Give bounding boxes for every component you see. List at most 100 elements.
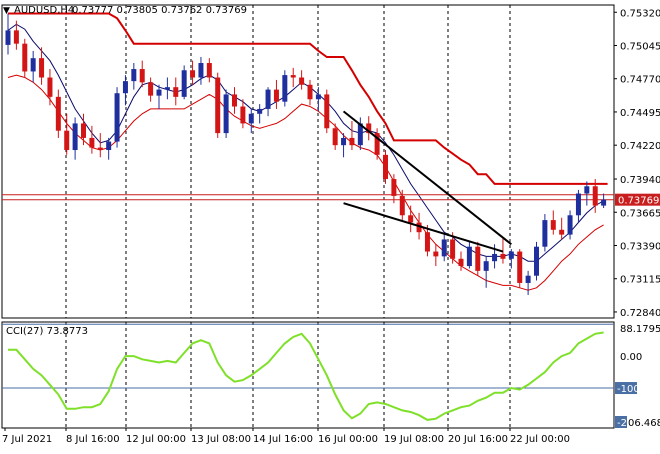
current-price-tag <box>615 193 660 206</box>
candle-bear <box>47 77 53 97</box>
cci-level-tag <box>615 382 637 395</box>
upper-band-line <box>8 12 608 185</box>
x-tick-label: 13 Jul 08:00 <box>191 434 251 445</box>
fast-ma-line <box>7 23 604 262</box>
candle-bear <box>232 94 237 107</box>
candle-bull <box>341 137 347 146</box>
current-price-label: 0.73769 <box>618 196 659 207</box>
candle-bull <box>122 81 128 94</box>
candle-bull <box>508 251 514 259</box>
candle-bull <box>483 261 489 271</box>
cci-label: CCI(27) 73.8773 <box>6 326 88 337</box>
candle-bear <box>399 195 405 216</box>
candle-bear <box>391 179 397 196</box>
candle-bear <box>64 130 70 151</box>
candle-bull <box>114 93 120 142</box>
x-tick-label: 14 Jul 16:00 <box>253 434 313 445</box>
candle-bull <box>257 108 263 114</box>
candle-bear <box>148 82 154 96</box>
candle-bear <box>349 137 355 146</box>
y-tick-label: 0.75320 <box>620 8 660 19</box>
y-tick-label: 0.74220 <box>620 141 660 152</box>
candle-bull <box>601 199 607 206</box>
x-axis: 7 Jul 2021 8 Jul 16:00 12 Jul 00:00 13 Jul … <box>2 428 570 445</box>
x-tick-label: 12 Jul 00:00 <box>126 434 186 445</box>
candle-bear <box>22 43 28 72</box>
x-tick-label: 8 Jul 16:00 <box>66 434 120 445</box>
candle-bull <box>466 246 472 267</box>
cci-tick-label: -100 <box>617 384 640 395</box>
y-tick-label: 0.75045 <box>620 41 660 52</box>
candle-bull <box>282 75 288 102</box>
candle-bear <box>39 58 45 78</box>
candle-bear <box>173 87 179 97</box>
cci-tick-label: 0.00 <box>620 352 642 363</box>
y-tick-label: 0.73115 <box>620 275 660 286</box>
candle-bull <box>198 63 204 78</box>
candle-bear <box>240 106 246 124</box>
candle-bull <box>575 193 581 216</box>
candle-bear <box>550 220 556 230</box>
candle-bull <box>265 89 271 109</box>
x-tick-label: 22 Jul 00:00 <box>510 434 570 445</box>
trendline <box>342 110 512 246</box>
candle-bull <box>542 220 548 247</box>
candle-bear <box>408 215 414 223</box>
candle-bull <box>525 275 531 283</box>
y-tick-label: 0.73665 <box>620 208 660 219</box>
candle-bull <box>164 87 170 90</box>
candle-bear <box>559 229 565 235</box>
candle-bear <box>55 96 61 131</box>
candle-bear <box>299 77 305 85</box>
y-tick-label: 0.73390 <box>620 241 660 252</box>
candle-bear <box>383 154 388 180</box>
candle-bear <box>433 251 439 257</box>
y-tick-label: 0.72840 <box>620 308 660 319</box>
candle-bear <box>332 128 338 146</box>
candle-bear <box>450 239 456 259</box>
candle-bear <box>190 70 196 78</box>
candle-bull <box>131 69 137 82</box>
header-symbol: AUDUSD,H4 <box>14 5 74 16</box>
candle-bull <box>181 70 187 97</box>
candle-bull <box>5 30 11 45</box>
x-tick-label: 19 Jul 08:00 <box>384 434 444 445</box>
candle-bear <box>475 246 481 271</box>
candle-bear <box>458 258 464 267</box>
cci-tick-label-cont: 06.4683 <box>628 418 660 429</box>
candle-bear <box>81 123 86 138</box>
slow-ma-line <box>7 74 604 291</box>
candle-bull <box>72 123 78 151</box>
candle-bear <box>215 77 221 134</box>
candle-bear <box>517 251 523 283</box>
trendline <box>343 202 504 253</box>
candle-bull <box>248 113 254 124</box>
candle-bear <box>366 123 372 134</box>
candle-bear <box>307 84 313 100</box>
x-tick-label: 20 Jul 16:00 <box>448 434 508 445</box>
candle-bull <box>357 123 363 146</box>
header-arrow: ▼ <box>3 6 10 16</box>
cci-panel: 88.1795 0.00 -100 -206.4683 <box>1 321 660 429</box>
candle-bull <box>567 215 573 235</box>
cci-tick-label: 88.1795 <box>620 324 660 335</box>
candle-bull <box>492 253 498 262</box>
y-tick-label: 0.73940 <box>620 175 660 186</box>
candle-bull <box>584 186 590 194</box>
candle-bull <box>30 58 36 72</box>
candle-bear <box>89 137 95 148</box>
candle-bull <box>223 94 229 134</box>
candle-bull <box>156 89 162 96</box>
candle-bear <box>13 30 19 44</box>
cci-tick-label: -2 <box>617 418 627 429</box>
candle-bull <box>441 239 447 257</box>
candle-bear <box>592 186 598 206</box>
candle-bear <box>324 94 330 129</box>
price-panel: 0.75320 0.75045 0.74770 0.74495 0.74220 0.739… <box>1 4 660 319</box>
x-tick-label: 7 Jul 2021 <box>2 434 52 445</box>
candle-bear <box>290 75 296 78</box>
candle-bear <box>416 222 422 233</box>
candle-bear <box>374 133 380 155</box>
